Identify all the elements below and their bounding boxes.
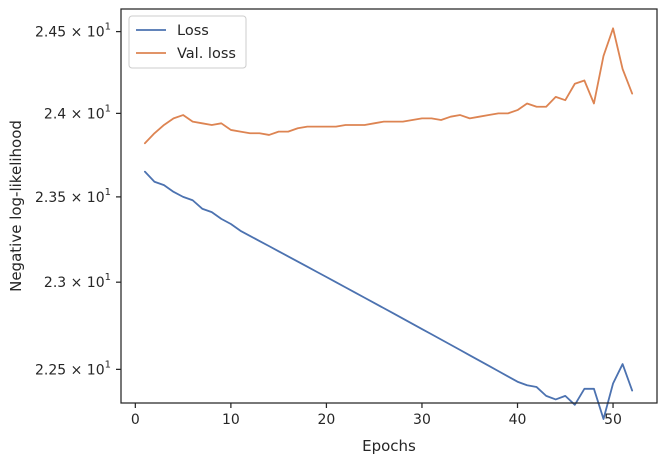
- y-axis-label: Negative log-likelihood: [7, 120, 25, 292]
- y-tick-label: 2.35 × 101: [35, 187, 111, 206]
- x-tick-label: 20: [318, 412, 336, 428]
- plot-frame: [120, 8, 658, 404]
- legend-label-loss: Loss: [177, 23, 209, 39]
- y-tick-label: 2.3 × 101: [44, 272, 111, 291]
- series-lines: [143, 27, 634, 420]
- series-line-loss: [143, 170, 634, 420]
- axis-ticks: 0 10 20 30 40 50 2.25 × 101 2.3 × 101 2.35 × 101…: [35, 22, 622, 428]
- y-tick-label: 2.4 × 101: [44, 103, 111, 122]
- x-tick-label: 0: [131, 412, 140, 428]
- x-axis-label: Epochs: [362, 437, 416, 455]
- x-tick-label: 10: [222, 412, 240, 428]
- x-tick-label: 40: [509, 412, 527, 428]
- legend: Loss Val. loss: [128, 15, 247, 69]
- y-tick-label: 2.45 × 101: [35, 22, 111, 41]
- legend-box: [128, 15, 247, 69]
- series-line-val-loss: [143, 27, 634, 145]
- x-tick-label: 30: [413, 412, 431, 428]
- legend-label-val-loss: Val. loss: [177, 46, 236, 62]
- y-tick-label: 2.25 × 101: [35, 359, 111, 378]
- x-tick-label: 50: [604, 412, 622, 428]
